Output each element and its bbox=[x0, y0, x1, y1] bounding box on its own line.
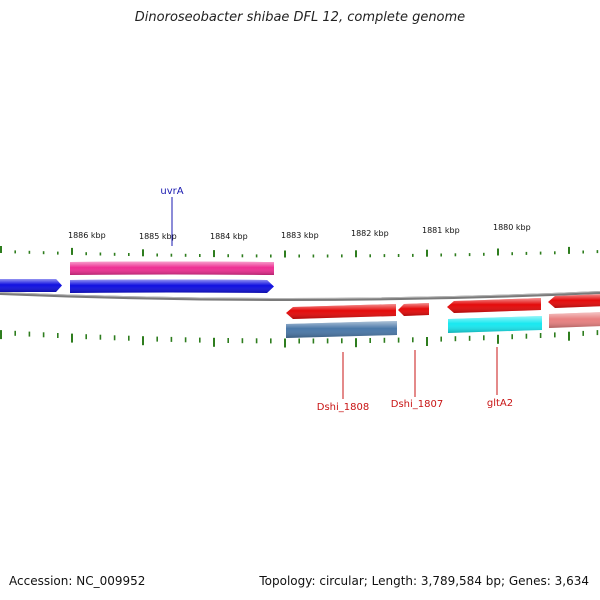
feature-shading bbox=[286, 304, 396, 319]
ruler-label: 1885 kbp bbox=[139, 232, 177, 241]
feature-shading bbox=[70, 279, 274, 293]
accession-label: Accession: NC_009952 bbox=[9, 574, 146, 588]
feature-shading bbox=[0, 279, 62, 292]
reverse-features bbox=[286, 294, 600, 338]
label-leaders bbox=[171, 197, 498, 399]
forward-features bbox=[0, 261, 274, 293]
gene-labels: uvrA Dshi_1808 Dshi_1807 gltA2 bbox=[160, 186, 513, 413]
genome-backbone bbox=[0, 291, 600, 302]
feature-shading bbox=[548, 294, 600, 308]
ruler-label: 1880 kbp bbox=[493, 223, 531, 232]
genome-summary: Topology: circular; Length: 3,789,584 bp… bbox=[259, 574, 589, 588]
ruler-labels: 1886 kbp 1885 kbp 1884 kbp 1883 kbp 1882… bbox=[68, 223, 531, 241]
ruler-label: 1886 kbp bbox=[68, 231, 106, 240]
ruler-label: 1882 kbp bbox=[351, 229, 389, 238]
feature-shading bbox=[447, 298, 541, 313]
inner-tick-row bbox=[0, 330, 599, 348]
feature-shading bbox=[398, 303, 429, 316]
genome-backbone-highlight bbox=[0, 291, 600, 300]
gene-label-dshi-1807[interactable]: Dshi_1807 bbox=[391, 399, 443, 410]
feature-shading bbox=[549, 312, 600, 328]
gene-label-uvrA[interactable]: uvrA bbox=[160, 186, 183, 197]
ruler-label: 1881 kbp bbox=[422, 226, 460, 235]
gene-label-glta2[interactable]: gltA2 bbox=[487, 398, 513, 409]
ruler-label: 1883 kbp bbox=[281, 231, 319, 240]
feature-shading bbox=[448, 316, 542, 333]
ruler-label: 1884 kbp bbox=[210, 232, 248, 241]
feature-shading bbox=[70, 261, 274, 275]
gene-label-dshi-1808[interactable]: Dshi_1808 bbox=[317, 402, 369, 413]
feature-shading bbox=[286, 321, 397, 338]
genome-title: Dinoroseobacter shibae DFL 12, complete … bbox=[134, 10, 466, 25]
outer-tick-row bbox=[0, 246, 599, 258]
